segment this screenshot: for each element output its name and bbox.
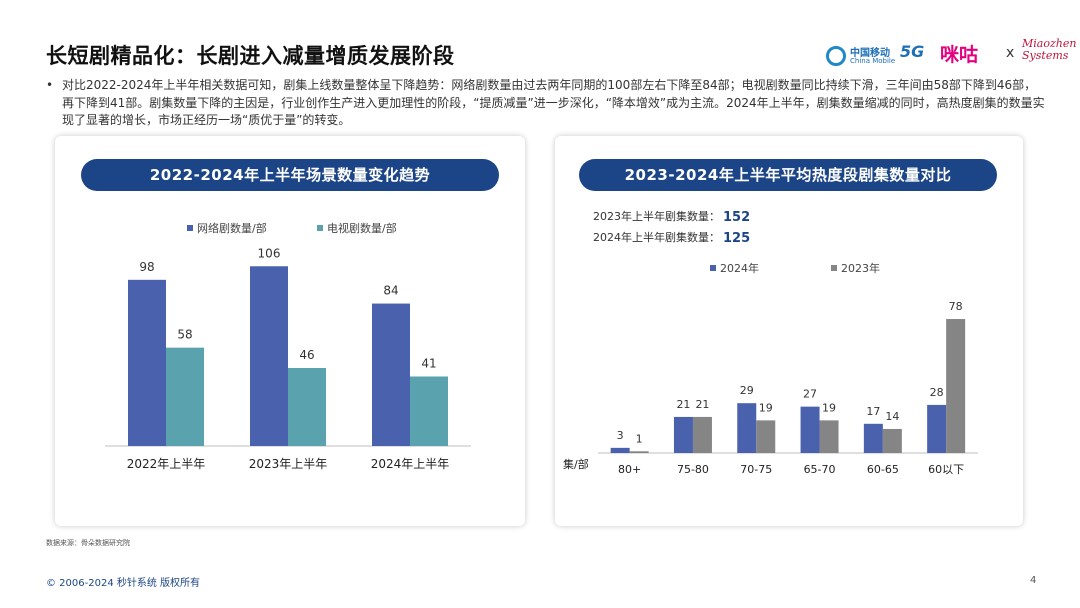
chart-panel-left: 2022-2024年上半年场景数量变化趋势 网络剧数量/部 电视剧数量/部 98 58… <box>55 136 525 526</box>
x-tick-4: 60-65 <box>867 463 899 476</box>
miaozhen-logo: Miaozhen Systems <box>1022 38 1076 62</box>
bar-1-2 <box>756 420 776 453</box>
bar-0-0 <box>128 279 166 446</box>
x-tick-1: 2023年上半年 <box>249 457 328 471</box>
bar-0-5 <box>927 404 947 453</box>
china-mobile-ring-icon <box>826 46 846 66</box>
bar-1-5 <box>946 319 966 453</box>
bar-1-0 <box>629 451 649 453</box>
china-mobile-en-text: China Mobile <box>850 57 896 65</box>
x-tick-1: 75-80 <box>677 463 709 476</box>
legend-label-0: 2024年 <box>720 261 759 275</box>
china-mobile-logo: 中国移动 China Mobile <box>826 44 898 68</box>
bar-1-2 <box>410 376 448 446</box>
data-label-0-4: 17 <box>866 405 880 418</box>
data-label-0-1: 21 <box>676 398 690 411</box>
summary-text: 对比2022-2024年上半年相关数据可知，剧集上线数量整体呈下降趋势：网络剧数… <box>62 78 1045 127</box>
bar-1-3 <box>819 420 839 453</box>
migu-logo: 咪咕 <box>940 44 979 66</box>
data-label-1-0: 58 <box>177 328 192 342</box>
data-label-1-5: 78 <box>949 300 963 313</box>
data-label-1-0: 1 <box>636 432 643 445</box>
data-label-0-2: 29 <box>740 384 754 397</box>
bullet-icon: • <box>46 78 54 92</box>
bar-0-3 <box>800 406 820 453</box>
data-label-1-1: 21 <box>695 398 709 411</box>
summary-paragraph: • 对比2022-2024年上半年相关数据可知，剧集上线数量整体呈下降趋势：网络… <box>46 77 1046 130</box>
bar-0-0 <box>610 447 630 453</box>
data-label-0-1: 106 <box>258 246 281 260</box>
bar-1-1 <box>692 416 712 453</box>
x-axis-label: 集/部 <box>563 457 589 471</box>
miaozhen-logo-line1: Miaozhen <box>1022 37 1077 50</box>
legend-label-0: 网络剧数量/部 <box>197 221 267 235</box>
annotation-label-0: 2023年上半年剧集数量： <box>593 209 720 223</box>
5g-logo: 5G <box>900 42 925 61</box>
x-tick-0: 2022年上半年 <box>127 457 206 471</box>
page-title: 长短剧精品化：长剧进入减量增质发展阶段 <box>46 44 455 68</box>
chart-right-title: 2023-2024年上半年平均热度段剧集数量对比 <box>579 159 997 191</box>
legend-label-1: 电视剧数量/部 <box>327 221 397 235</box>
bar-0-1 <box>250 266 288 446</box>
chart-panel-right: 2023-2024年上半年平均热度段剧集数量对比 2023年上半年剧集数量： 15… <box>555 136 1023 526</box>
x-tick-3: 65-70 <box>804 463 836 476</box>
data-label-1-4: 14 <box>885 410 899 423</box>
data-label-0-2: 84 <box>383 284 398 298</box>
bar-0-2 <box>737 403 757 453</box>
data-label-1-3: 19 <box>822 401 836 414</box>
data-label-0-3: 27 <box>803 388 817 401</box>
source-note: 数据来源：骨朵数据研究院 <box>46 539 130 547</box>
annotation-label-1: 2024年上半年剧集数量： <box>593 230 720 244</box>
footer-copyright: © 2006-2024 秒针系统 版权所有 <box>46 578 201 589</box>
page-number: 4 <box>1030 575 1037 586</box>
data-label-0-5: 28 <box>930 386 944 399</box>
bar-0-2 <box>372 303 410 446</box>
data-label-0-0: 98 <box>139 260 154 274</box>
bar-1-1 <box>288 368 326 446</box>
x-tick-0: 80+ <box>618 463 641 476</box>
legend-swatch-0 <box>187 225 193 231</box>
x-tick-2: 70-75 <box>740 463 772 476</box>
data-label-1-2: 19 <box>759 401 773 414</box>
legend-swatch-1 <box>831 265 837 271</box>
china-mobile-cn-text: 中国移动 <box>850 48 890 59</box>
chart-left-title: 2022-2024年上半年场景数量变化趋势 <box>81 159 499 191</box>
logo-separator: x <box>1006 45 1015 61</box>
partner-logos: 中国移动 China Mobile 5G 咪咕 x Miaozhen Syste… <box>820 38 1076 72</box>
chart-left: 网络剧数量/部 电视剧数量/部 98 58 2022年上半年 106 46 2023年上半年 8… <box>105 221 471 471</box>
legend-label-1: 2023年 <box>841 261 880 275</box>
x-tick-5: 60以下 <box>928 463 964 476</box>
annotation-value-1: 125 <box>723 231 750 246</box>
legend-swatch-1 <box>317 225 323 231</box>
bar-1-0 <box>166 347 204 446</box>
bar-1-4 <box>882 428 902 453</box>
data-label-0-0: 3 <box>617 429 624 442</box>
x-tick-2: 2024年上半年 <box>371 457 450 471</box>
annotation-value-0: 152 <box>723 210 750 225</box>
data-label-1-2: 41 <box>421 356 436 370</box>
data-label-1-1: 46 <box>299 348 314 362</box>
bar-0-1 <box>673 416 693 453</box>
legend-swatch-0 <box>710 265 716 271</box>
miaozhen-logo-line2: Systems <box>1022 49 1069 62</box>
bar-0-4 <box>863 423 883 453</box>
